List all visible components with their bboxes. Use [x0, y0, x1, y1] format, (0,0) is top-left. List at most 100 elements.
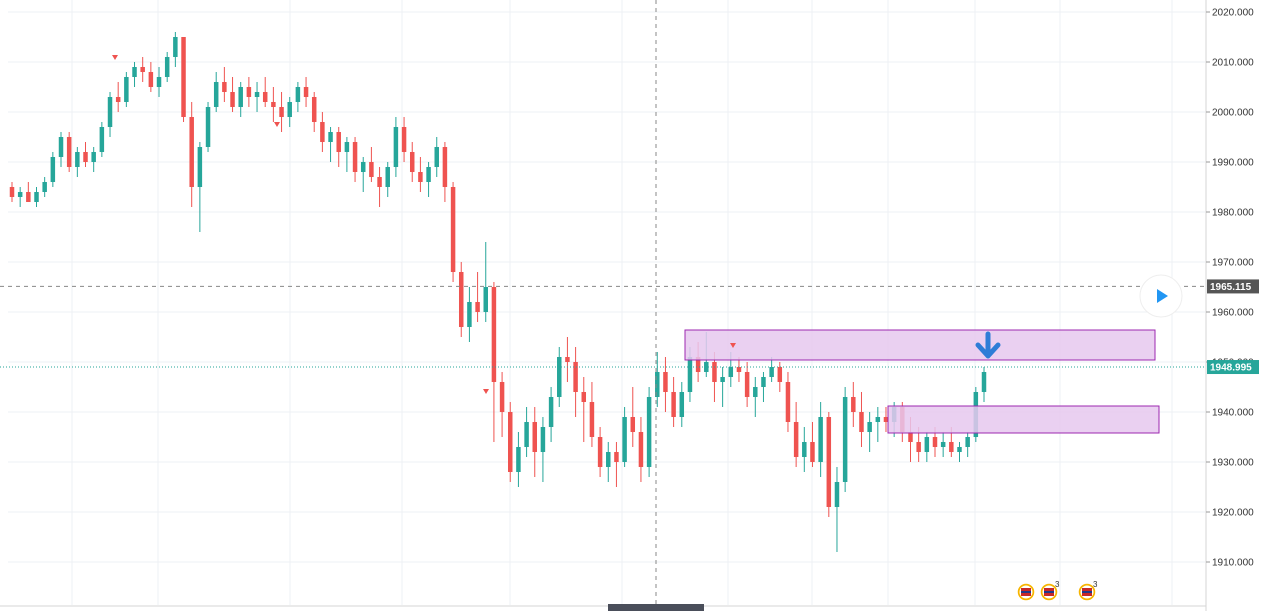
candle-body[interactable]: [132, 67, 137, 77]
candle-body[interactable]: [777, 367, 783, 382]
candle-body[interactable]: [99, 127, 105, 152]
candle-body[interactable]: [483, 287, 488, 312]
candle-body[interactable]: [42, 182, 47, 192]
candle-body[interactable]: [205, 107, 211, 147]
candle-body[interactable]: [66, 137, 72, 167]
candle-body[interactable]: [491, 287, 497, 382]
candle-body[interactable]: [164, 57, 170, 77]
candle-body[interactable]: [352, 142, 358, 172]
candle-body[interactable]: [58, 137, 64, 157]
candle-body[interactable]: [589, 402, 595, 437]
candle-body[interactable]: [663, 372, 668, 392]
candle-body[interactable]: [91, 152, 96, 162]
candle-body[interactable]: [9, 187, 15, 197]
candle-body[interactable]: [442, 147, 448, 187]
candle-body[interactable]: [262, 92, 268, 102]
demand-zone-rect[interactable]: [887, 405, 1160, 434]
candle-body[interactable]: [867, 422, 872, 432]
candle-body[interactable]: [851, 397, 856, 412]
candle-body[interactable]: [916, 442, 921, 452]
candle-body[interactable]: [295, 87, 301, 102]
candle-body[interactable]: [393, 127, 399, 167]
candle-body[interactable]: [826, 417, 832, 507]
candle-body[interactable]: [761, 377, 766, 387]
candle-body[interactable]: [606, 452, 611, 467]
candle-body[interactable]: [687, 357, 693, 392]
candle-body[interactable]: [181, 37, 186, 117]
candle-body[interactable]: [467, 302, 472, 327]
candle-body[interactable]: [320, 122, 325, 142]
candle-body[interactable]: [949, 442, 954, 452]
candle-body[interactable]: [981, 372, 987, 392]
candle-body[interactable]: [279, 107, 284, 117]
candle-body[interactable]: [475, 302, 480, 312]
candle-body[interactable]: [565, 357, 570, 362]
candle-body[interactable]: [230, 92, 235, 107]
candle-body[interactable]: [736, 367, 742, 372]
candle-body[interactable]: [671, 392, 676, 417]
candle-body[interactable]: [17, 192, 23, 197]
candle-body[interactable]: [173, 37, 178, 57]
candle-body[interactable]: [932, 437, 938, 447]
candle-body[interactable]: [818, 417, 823, 462]
candle-body[interactable]: [655, 372, 660, 397]
candle-body[interactable]: [401, 127, 407, 152]
candle-body[interactable]: [115, 97, 121, 102]
candle-body[interactable]: [75, 152, 80, 167]
candle-body[interactable]: [802, 442, 807, 457]
play-icon[interactable]: [1157, 289, 1168, 303]
candle-body[interactable]: [908, 432, 913, 442]
candle-body[interactable]: [50, 157, 56, 182]
candle-body[interactable]: [548, 397, 554, 427]
candle-body[interactable]: [377, 177, 382, 187]
candle-body[interactable]: [875, 417, 881, 422]
candle-body[interactable]: [328, 132, 333, 142]
candle-body[interactable]: [418, 172, 423, 182]
candle-body[interactable]: [83, 152, 88, 162]
supply-zone-rect[interactable]: [684, 329, 1156, 361]
candle-body[interactable]: [434, 147, 439, 167]
candle-body[interactable]: [271, 102, 276, 107]
candle-body[interactable]: [34, 192, 39, 202]
candle-body[interactable]: [532, 422, 538, 452]
candle-body[interactable]: [622, 417, 627, 462]
candle-body[interactable]: [360, 162, 366, 172]
candle-body[interactable]: [254, 92, 260, 97]
candle-body[interactable]: [499, 382, 505, 412]
candle-body[interactable]: [540, 427, 546, 452]
candle-body[interactable]: [573, 362, 578, 392]
candle-body[interactable]: [197, 147, 203, 187]
candle-body[interactable]: [189, 117, 194, 187]
candle-body[interactable]: [26, 192, 31, 202]
candle-body[interactable]: [458, 272, 464, 327]
candle-body[interactable]: [924, 437, 930, 452]
candle-body[interactable]: [883, 417, 889, 422]
candle-body[interactable]: [728, 367, 734, 377]
candle-body[interactable]: [793, 422, 799, 457]
candle-body[interactable]: [213, 82, 219, 107]
candle-body[interactable]: [148, 72, 154, 87]
candle-body[interactable]: [720, 377, 725, 382]
candle-body[interactable]: [957, 447, 962, 452]
candle-body[interactable]: [344, 142, 350, 152]
candle-body[interactable]: [614, 452, 619, 462]
candle-body[interactable]: [965, 437, 970, 447]
candle-body[interactable]: [785, 382, 791, 422]
candle-body[interactable]: [336, 132, 341, 152]
candle-body[interactable]: [287, 102, 292, 117]
candle-body[interactable]: [581, 392, 587, 402]
candle-body[interactable]: [712, 362, 717, 382]
candle-body[interactable]: [842, 397, 848, 482]
candle-body[interactable]: [638, 432, 644, 467]
candle-body[interactable]: [311, 97, 317, 122]
candle-body[interactable]: [409, 152, 415, 172]
candle-body[interactable]: [516, 447, 521, 472]
candle-body[interactable]: [124, 77, 129, 102]
candle-body[interactable]: [557, 357, 562, 397]
candle-body[interactable]: [303, 87, 309, 97]
candle-body[interactable]: [450, 187, 456, 272]
candle-body[interactable]: [524, 422, 529, 447]
candle-body[interactable]: [597, 437, 603, 467]
